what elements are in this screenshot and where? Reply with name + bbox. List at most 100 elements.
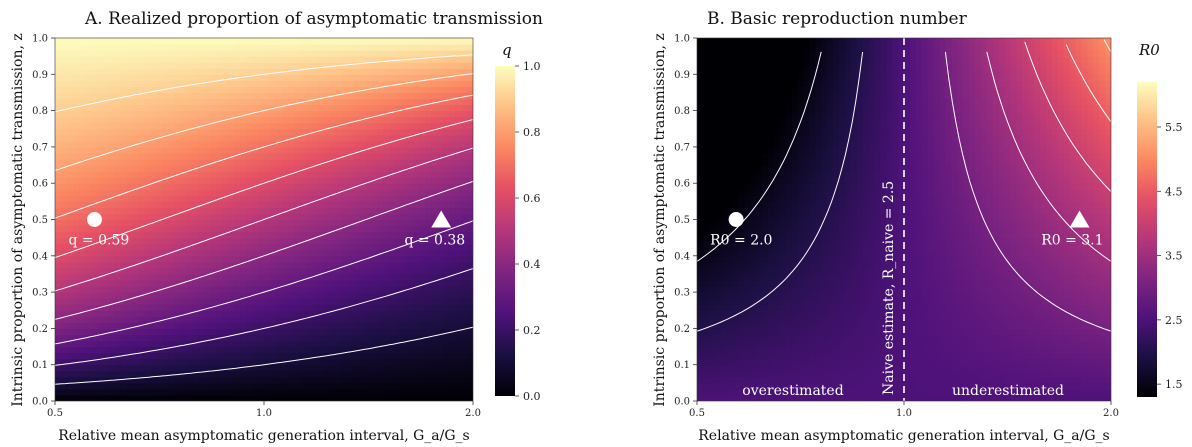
heat-cell bbox=[365, 177, 373, 184]
heat-cell bbox=[383, 80, 390, 87]
heat-cell bbox=[269, 92, 277, 100]
heat-cell bbox=[305, 388, 313, 396]
heat-cell bbox=[413, 225, 420, 233]
heat-cell bbox=[377, 80, 385, 87]
heat-cell bbox=[246, 280, 253, 287]
heat-cell bbox=[264, 322, 271, 329]
heat-cell bbox=[246, 165, 253, 172]
heat-cell bbox=[228, 328, 235, 336]
heat-cell bbox=[144, 104, 152, 112]
heat-cell bbox=[168, 310, 176, 317]
heat-cell bbox=[293, 122, 301, 130]
heat-cell bbox=[425, 140, 432, 148]
heat-cell bbox=[323, 62, 331, 69]
heat-cell bbox=[72, 171, 80, 178]
heat-cell bbox=[461, 225, 468, 233]
heat-cell bbox=[317, 134, 325, 142]
heat-cell bbox=[365, 152, 373, 160]
heat-cell bbox=[287, 213, 295, 221]
heat-cell bbox=[246, 346, 253, 354]
heat-cell bbox=[317, 146, 325, 154]
heat-cell bbox=[264, 340, 271, 348]
heat-cell bbox=[120, 98, 128, 106]
heat-cell bbox=[365, 243, 373, 251]
heat-cell bbox=[174, 104, 181, 112]
heat-cell bbox=[431, 134, 438, 142]
heat-cell bbox=[738, 128, 745, 136]
heat-cell bbox=[732, 304, 739, 311]
heat-cell bbox=[222, 334, 229, 342]
heat-cell bbox=[114, 38, 122, 45]
heat-cell bbox=[216, 104, 223, 112]
heat-cell bbox=[437, 146, 444, 154]
heat-cell bbox=[234, 86, 241, 94]
heat-cell bbox=[449, 388, 456, 396]
heat-cell bbox=[437, 38, 444, 45]
heat-cell bbox=[186, 382, 193, 390]
heat-cell bbox=[180, 213, 187, 221]
heat-cell bbox=[72, 183, 80, 190]
heat-cell bbox=[467, 86, 473, 94]
heat-cell bbox=[192, 352, 199, 360]
heat-cell bbox=[258, 219, 265, 227]
heat-cell bbox=[293, 38, 301, 45]
heat-cell bbox=[461, 134, 468, 142]
heat-cell bbox=[353, 128, 361, 136]
heat-cell bbox=[293, 165, 301, 172]
heat-cell bbox=[359, 261, 367, 269]
heat-cell bbox=[395, 62, 402, 69]
heat-cell bbox=[275, 122, 283, 130]
heat-cell bbox=[365, 140, 373, 148]
heat-cell bbox=[311, 304, 319, 311]
heat-cell bbox=[108, 68, 116, 75]
heat-cell bbox=[726, 152, 734, 160]
heat-cell bbox=[120, 80, 128, 87]
heat-cell bbox=[708, 219, 716, 227]
heat-cell bbox=[305, 56, 313, 63]
heat-cell bbox=[401, 128, 408, 136]
heat-cell bbox=[311, 316, 319, 323]
heat-cell bbox=[264, 370, 271, 378]
heat-cell bbox=[359, 122, 367, 130]
heat-cell bbox=[138, 376, 146, 384]
heat-cell bbox=[78, 292, 86, 299]
heat-cell bbox=[252, 280, 259, 287]
y-tick-label: 0.3 bbox=[32, 288, 48, 299]
heat-cell bbox=[174, 237, 181, 245]
heat-cell bbox=[228, 370, 235, 378]
heat-cell bbox=[750, 249, 757, 257]
heat-cell bbox=[108, 140, 116, 148]
heat-cell bbox=[419, 140, 426, 148]
heat-cell bbox=[750, 340, 757, 348]
heat-cell bbox=[72, 104, 80, 112]
heat-cell bbox=[329, 364, 337, 372]
heat-cell bbox=[750, 146, 757, 154]
heat-cell bbox=[222, 213, 229, 221]
heat-cell bbox=[708, 110, 716, 118]
heat-cell bbox=[174, 225, 181, 233]
heat-cell bbox=[150, 74, 158, 81]
heat-cell bbox=[269, 134, 277, 142]
heat-cell bbox=[150, 213, 158, 221]
heat-cell bbox=[413, 38, 420, 45]
heat-cell bbox=[395, 207, 402, 215]
heat-cell bbox=[383, 165, 390, 172]
heat-cell bbox=[240, 165, 247, 172]
heat-cell bbox=[264, 328, 271, 336]
heat-cell bbox=[132, 201, 140, 208]
heat-cell bbox=[756, 292, 763, 299]
heat-cell bbox=[126, 68, 134, 75]
heat-cell bbox=[413, 346, 420, 354]
heat-cell bbox=[222, 286, 229, 293]
heat-cell bbox=[377, 237, 385, 245]
heat-cell bbox=[431, 273, 438, 281]
heat-cell bbox=[186, 50, 193, 57]
panel-a-colorbar-label: q bbox=[502, 41, 512, 59]
heat-cell bbox=[258, 273, 265, 281]
heat-cell bbox=[383, 171, 390, 178]
heat-cell bbox=[198, 322, 205, 329]
heat-cell bbox=[264, 74, 271, 81]
heat-cell bbox=[335, 358, 343, 366]
heat-cell bbox=[174, 159, 181, 166]
heat-cell bbox=[317, 50, 325, 57]
